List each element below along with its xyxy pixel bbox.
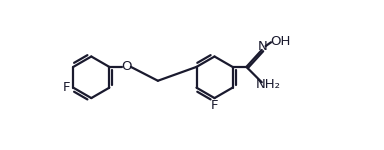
Text: O: O bbox=[121, 60, 131, 73]
Text: F: F bbox=[63, 81, 70, 94]
Text: NH₂: NH₂ bbox=[255, 78, 280, 91]
Text: N: N bbox=[258, 40, 267, 53]
Text: OH: OH bbox=[270, 35, 290, 48]
Text: F: F bbox=[211, 99, 218, 112]
